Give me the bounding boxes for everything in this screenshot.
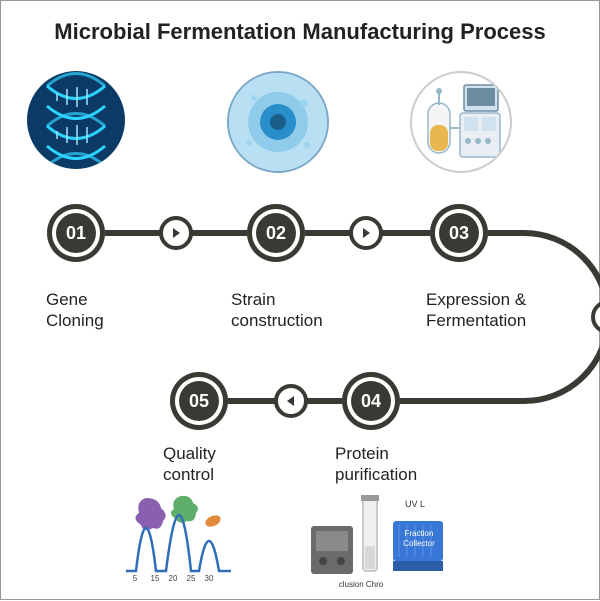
step-label-01: GeneCloning — [46, 289, 104, 332]
flow-arrow-3 — [274, 384, 308, 418]
strain-construction-icon — [227, 71, 329, 173]
step-number: 03 — [449, 223, 469, 244]
svg-text:clusion Chro: clusion Chro — [339, 580, 384, 589]
flow-arrow-0 — [159, 216, 193, 250]
fermentation-equipment-icon — [410, 71, 512, 173]
svg-text:25: 25 — [187, 574, 196, 583]
step-circle-05: 05 — [170, 372, 228, 430]
step-circle-02: 02 — [247, 204, 305, 262]
svg-text:5: 5 — [133, 574, 138, 583]
step-circle-04: 04 — [342, 372, 400, 430]
step-label-05: Qualitycontrol — [163, 443, 216, 486]
quality-control-icon: 5 15 20 25 30 — [121, 493, 241, 583]
step-number: 04 — [361, 391, 381, 412]
step-circle-01: 01 — [47, 204, 105, 262]
svg-text:15: 15 — [151, 574, 160, 583]
svg-text:20: 20 — [169, 574, 178, 583]
svg-text:UV L: UV L — [405, 499, 425, 509]
step-label-02: Strainconstruction — [231, 289, 323, 332]
gene-cloning-icon — [27, 71, 125, 169]
svg-text:Fraction: Fraction — [405, 529, 434, 538]
step-number: 02 — [266, 223, 286, 244]
step-number: 01 — [66, 223, 86, 244]
step-circle-03: 03 — [430, 204, 488, 262]
step-label-04: Proteinpurification — [335, 443, 417, 486]
flow-arrow-1 — [349, 216, 383, 250]
purification-equipment-icon: UV L Fraction Collector clusion Chro — [301, 491, 451, 591]
step-label-03: Expression &Fermentation — [426, 289, 526, 332]
svg-text:30: 30 — [205, 574, 214, 583]
step-number: 05 — [189, 391, 209, 412]
svg-text:Collector: Collector — [403, 539, 435, 548]
